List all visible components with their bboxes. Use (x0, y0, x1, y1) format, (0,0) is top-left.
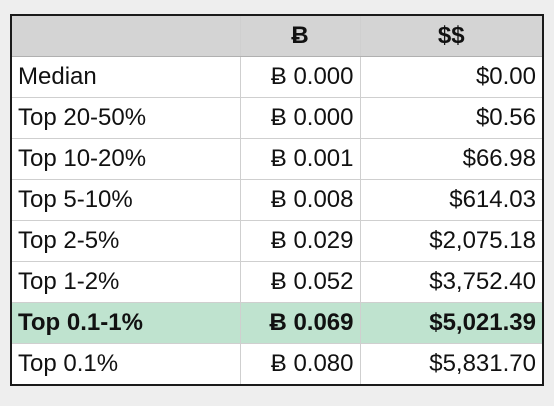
row-usd-cell[interactable]: $2,075.18 (360, 220, 542, 262)
row-label-cell[interactable]: Top 1-2% (12, 261, 241, 303)
header-usd-cell[interactable]: $$ (360, 16, 542, 57)
row-btc-cell[interactable]: Ƀ 0.069 (240, 302, 361, 344)
table-row: Median Ƀ 0.000 $0.00 (12, 56, 542, 98)
row-btc-cell[interactable]: Ƀ 0.029 (240, 220, 361, 262)
row-btc-cell[interactable]: Ƀ 0.008 (240, 179, 361, 221)
row-usd-cell[interactable]: $3,752.40 (360, 261, 542, 303)
row-usd-cell[interactable]: $0.56 (360, 97, 542, 139)
header-btc-cell[interactable]: Ƀ (240, 16, 361, 57)
highlighted-table-row: Top 0.1-1% Ƀ 0.069 $5,021.39 (12, 302, 542, 344)
row-label-cell[interactable]: Top 20-50% (12, 97, 241, 139)
table-row: Top 5-10% Ƀ 0.008 $614.03 (12, 179, 542, 221)
row-usd-cell[interactable]: $5,831.70 (429, 349, 536, 377)
row-usd-cell[interactable]: $614.03 (360, 179, 542, 221)
row-label-cell[interactable]: Top 0.1% (12, 343, 241, 384)
row-btc-cell[interactable]: Ƀ 0.052 (240, 261, 361, 303)
row-label-cell[interactable]: Top 2-5% (12, 220, 241, 262)
row-btc-cell[interactable]: Ƀ 0.000 (240, 97, 361, 139)
table-row: Top 0.1% Ƀ 0.080 $5,831.70 (12, 343, 542, 384)
table-header-row: Ƀ $$ (12, 16, 542, 57)
row-label-cell[interactable]: Top 0.1-1% (12, 302, 241, 344)
row-label-cell[interactable]: Top 5-10% (12, 179, 241, 221)
row-usd-cell[interactable]: $66.98 (360, 138, 542, 180)
table-row: Top 10-20% Ƀ 0.001 $66.98 (12, 138, 542, 180)
row-usd-cell[interactable]: $5,021.39 (360, 302, 542, 344)
row-label-cell[interactable]: Median (12, 56, 241, 98)
row-btc-cell[interactable]: Ƀ 0.080 (240, 343, 361, 384)
wealth-distribution-table-frame: Ƀ $$ Median Ƀ 0.000 $0.00 Top 20-50% Ƀ 0… (10, 14, 544, 386)
row-btc-cell[interactable]: Ƀ 0.001 (240, 138, 361, 180)
table-row: Top 1-2% Ƀ 0.052 $3,752.40 (12, 261, 542, 303)
row-usd-cell[interactable]: $0.00 (360, 56, 542, 98)
wealth-distribution-table: Ƀ $$ Median Ƀ 0.000 $0.00 Top 20-50% Ƀ 0… (12, 16, 542, 384)
header-label-cell[interactable] (12, 16, 241, 57)
row-btc-cell[interactable]: Ƀ 0.000 (240, 56, 361, 98)
row-label-cell[interactable]: Top 10-20% (12, 138, 241, 180)
table-row: Top 20-50% Ƀ 0.000 $0.56 (12, 97, 542, 139)
table-row: Top 2-5% Ƀ 0.029 $2,075.18 (12, 220, 542, 262)
